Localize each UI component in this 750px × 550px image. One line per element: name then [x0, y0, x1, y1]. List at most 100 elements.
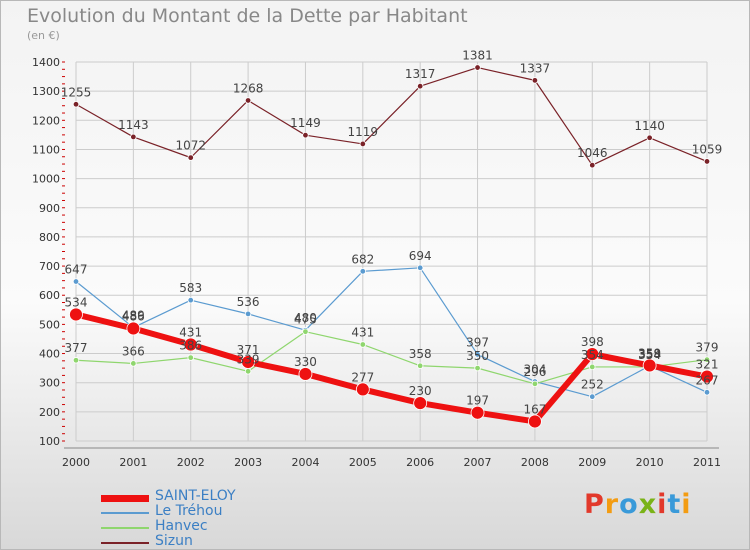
data-point: [126, 321, 141, 336]
legend-swatch: [101, 511, 149, 515]
data-label: 1140: [634, 119, 665, 133]
data-point: [355, 382, 370, 397]
data-label: 386: [179, 339, 202, 353]
data-point: [703, 158, 711, 165]
y-tick-label: 800: [39, 231, 60, 244]
logo-letter: i: [657, 489, 668, 520]
legend-label: SAINT-ELOY: [155, 488, 236, 504]
legend-swatch: [101, 526, 149, 530]
data-label: 1119: [348, 125, 379, 139]
data-label: 379: [696, 341, 719, 355]
data-label: 167: [523, 402, 546, 416]
data-point: [470, 405, 485, 420]
chart-title: Evolution du Montant de la Dette par Hab…: [27, 5, 468, 27]
data-point: [72, 278, 80, 285]
y-tick-label: 300: [39, 377, 60, 390]
x-tick-label: 2010: [636, 456, 664, 469]
data-label: 296: [523, 365, 546, 379]
y-tick-label: 1000: [32, 173, 60, 186]
y-tick-label: 200: [39, 406, 60, 419]
data-label: 358: [409, 347, 432, 361]
data-label: 583: [179, 281, 202, 295]
x-tick-label: 2002: [177, 456, 205, 469]
logo-letter: o: [619, 489, 639, 520]
series-hanvec: [72, 328, 711, 388]
data-point: [416, 264, 424, 272]
data-label: 277: [351, 370, 374, 384]
data-label: 230: [409, 384, 432, 398]
data-label: 1059: [692, 142, 723, 156]
data-point: [187, 154, 194, 161]
data-point: [302, 131, 309, 139]
data-point: [528, 414, 542, 429]
x-tick-label: 2001: [119, 456, 147, 469]
data-point: [474, 64, 481, 71]
legend-swatch: [101, 541, 149, 545]
data-label: 267: [696, 373, 719, 387]
data-point: [244, 368, 252, 375]
data-label: 197: [466, 394, 489, 408]
logo-letter: t: [667, 489, 682, 520]
legend-label: Hanvec: [155, 518, 208, 534]
y-tick-label: 1100: [32, 143, 60, 156]
logo-letter: i: [681, 489, 692, 520]
data-label: 480: [294, 311, 317, 325]
x-tick-label: 2006: [406, 456, 434, 469]
x-tick-label: 2003: [234, 456, 262, 469]
logo-letter: P: [584, 489, 605, 520]
y-tick-label: 600: [39, 289, 60, 302]
y-tick-label: 1400: [32, 56, 60, 69]
data-point: [703, 389, 711, 396]
data-label: 304: [523, 363, 546, 377]
data-point: [589, 393, 596, 400]
data-label: 489: [122, 309, 145, 323]
data-label: 1337: [520, 61, 551, 75]
data-label: 682: [351, 252, 374, 266]
data-point: [187, 296, 194, 304]
data-point: [474, 351, 481, 358]
data-point: [642, 358, 657, 373]
logo-letter: r: [604, 489, 620, 520]
y-tick-label: 900: [39, 202, 60, 215]
data-point: [413, 396, 428, 411]
series-line: [73, 311, 710, 425]
legend-label: Sizun: [155, 533, 193, 549]
data-label: 1149: [290, 116, 321, 130]
data-label: 534: [65, 295, 88, 309]
data-point: [302, 328, 309, 335]
data-label: 1046: [577, 146, 608, 160]
data-label: 486: [122, 309, 145, 323]
x-tick-label: 2008: [521, 456, 549, 469]
data-label: 252: [581, 378, 604, 392]
data-label: 350: [466, 349, 489, 363]
logo-letter: x: [638, 489, 658, 520]
data-point: [183, 337, 198, 352]
series-sizun: [72, 64, 711, 169]
data-point: [69, 307, 83, 322]
data-point: [298, 367, 313, 381]
legend-swatch: [101, 494, 149, 502]
data-label: 371: [237, 343, 260, 357]
data-point: [244, 97, 252, 104]
data-label: 475: [294, 313, 317, 327]
data-label: 321: [696, 358, 719, 372]
y-tick-label: 500: [39, 318, 60, 331]
data-point: [244, 310, 252, 318]
data-point: [359, 268, 367, 275]
series-line: [75, 66, 708, 166]
data-label: 1381: [462, 49, 493, 63]
data-label: 1255: [61, 85, 92, 99]
x-tick-label: 2009: [578, 456, 606, 469]
data-label: 397: [466, 335, 489, 349]
data-label: 536: [237, 295, 260, 309]
data-point: [531, 77, 539, 84]
data-label: 694: [409, 249, 432, 263]
data-label: 1268: [233, 81, 264, 95]
data-point: [72, 357, 80, 364]
x-tick-label: 2000: [62, 456, 90, 469]
data-label: 431: [351, 326, 374, 340]
series-saint-eloy: [69, 307, 714, 429]
data-point: [359, 341, 367, 348]
